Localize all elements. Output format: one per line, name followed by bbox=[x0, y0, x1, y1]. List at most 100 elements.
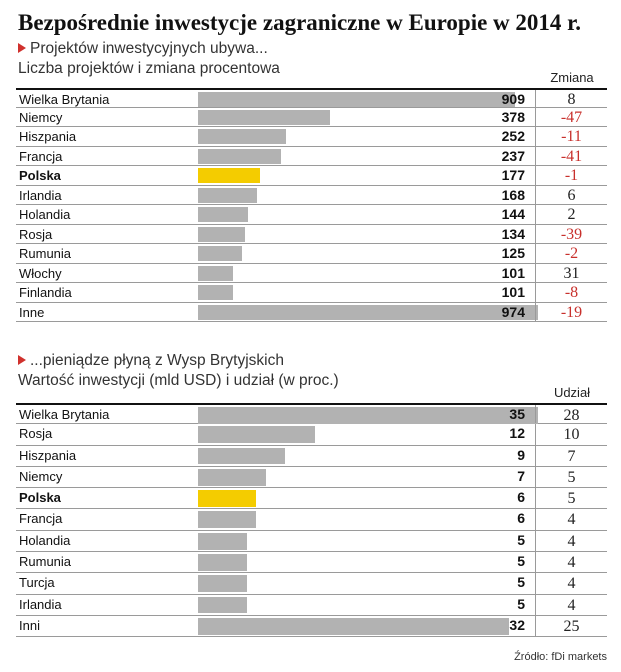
right-column-value: -1 bbox=[535, 166, 607, 185]
table-row: Rosja 134 -39 bbox=[16, 224, 607, 244]
table-row: Rumunia 5 4 bbox=[16, 552, 607, 574]
section-2-heading: ...pieniądze płyną z Wysp Brytyjskich bbox=[18, 352, 284, 370]
table-row: Inni 32 25 bbox=[16, 615, 607, 638]
right-column-value: 4 bbox=[535, 552, 607, 573]
investment-value-table: Wielka Brytania 35 28 Rosja 12 10 Hiszpania 9 7 N… bbox=[16, 403, 607, 638]
section-2-title: ...pieniądze płyną z Wysp Brytyjskich bbox=[30, 352, 284, 369]
table-row: Hiszpania 9 7 bbox=[16, 445, 607, 467]
country-label: Niemcy bbox=[19, 468, 63, 484]
value-label: 378 bbox=[501, 108, 525, 125]
value-label: 5 bbox=[517, 553, 525, 570]
right-column-value: -2 bbox=[535, 244, 607, 263]
value-label: 144 bbox=[501, 206, 525, 222]
bar bbox=[198, 109, 330, 125]
country-label: Finlandia bbox=[19, 285, 72, 300]
right-column-value: 4 bbox=[535, 509, 607, 530]
bar bbox=[198, 468, 266, 486]
country-label: Holandia bbox=[19, 207, 71, 222]
country-label: Rosja bbox=[19, 426, 53, 442]
value-label: 7 bbox=[517, 467, 525, 484]
table-row: Wielka Brytania 35 28 bbox=[16, 403, 607, 425]
section-1-subtitle: Liczba projektów i zmiana procentowa bbox=[18, 60, 280, 77]
value-label: 9 bbox=[517, 446, 525, 463]
table-row: Irlandia 5 4 bbox=[16, 594, 607, 616]
bar bbox=[198, 148, 281, 164]
right-column-value: 6 bbox=[535, 185, 607, 204]
right-column-value: 4 bbox=[535, 573, 607, 594]
table-row: Inne 974 -19 bbox=[16, 302, 607, 322]
section-1-title: Projektów inwestycyjnych ubywa... bbox=[30, 40, 268, 57]
table-row: Turcja 5 4 bbox=[16, 573, 607, 595]
country-label: Irlandia bbox=[19, 187, 62, 203]
bar bbox=[198, 596, 247, 614]
right-column-value: -41 bbox=[535, 146, 607, 165]
country-label: Turcja bbox=[19, 575, 55, 591]
source-note: Źródło: fDi markets bbox=[514, 651, 607, 663]
right-column-value: 7 bbox=[535, 445, 607, 466]
country-label: Francja bbox=[19, 511, 63, 527]
bar bbox=[198, 92, 516, 107]
bar bbox=[198, 407, 538, 424]
bar bbox=[198, 168, 260, 183]
country-label: Rumunia bbox=[19, 554, 72, 570]
value-label: 974 bbox=[501, 303, 525, 320]
bar bbox=[198, 554, 247, 571]
right-column-value: -47 bbox=[535, 107, 607, 126]
bar bbox=[198, 490, 257, 507]
value-label: 12 bbox=[509, 425, 525, 442]
country-label: Polska bbox=[19, 490, 61, 506]
table-row: Wielka Brytania 909 8 bbox=[16, 88, 607, 108]
country-label: Inne bbox=[19, 304, 45, 320]
value-label: 5 bbox=[517, 595, 525, 612]
bar bbox=[198, 265, 234, 281]
right-column-value: 10 bbox=[535, 424, 607, 445]
value-label: 6 bbox=[517, 510, 525, 527]
value-label: 125 bbox=[501, 245, 525, 261]
table-row: Włochy 101 31 bbox=[16, 263, 607, 283]
table-row: Irlandia 168 6 bbox=[16, 185, 607, 205]
table-row: Hiszpania 252 -11 bbox=[16, 127, 607, 147]
value-label: 101 bbox=[501, 264, 525, 281]
bar bbox=[198, 426, 315, 444]
table-row: Francja 6 4 bbox=[16, 509, 607, 531]
right-column-value: -39 bbox=[535, 224, 607, 243]
right-column-value: 8 bbox=[535, 90, 607, 108]
table-row: Polska 6 5 bbox=[16, 488, 607, 510]
value-label: 5 bbox=[517, 531, 525, 548]
bar bbox=[198, 511, 257, 529]
table-row: Niemcy 378 -47 bbox=[16, 107, 607, 127]
bar bbox=[198, 617, 509, 635]
right-column-value: 5 bbox=[535, 488, 607, 509]
country-label: Hiszpania bbox=[19, 129, 77, 144]
right-column-value: 5 bbox=[535, 466, 607, 488]
value-label: 101 bbox=[501, 284, 525, 300]
bar bbox=[198, 575, 247, 593]
value-label: 134 bbox=[501, 225, 525, 242]
right-column-value: -8 bbox=[535, 283, 607, 302]
country-label: Włochy bbox=[19, 265, 62, 281]
country-label: Rumunia bbox=[19, 246, 72, 261]
value-label: 252 bbox=[501, 128, 525, 144]
table-row: Niemcy 7 5 bbox=[16, 466, 607, 489]
country-label: Francja bbox=[19, 148, 63, 164]
table-row: Polska 177 -1 bbox=[16, 166, 607, 186]
red-triangle-icon bbox=[18, 355, 26, 365]
right-column-value: 4 bbox=[535, 594, 607, 615]
change-column-header: Zmiana bbox=[550, 70, 594, 85]
projects-table: Wielka Brytania 909 8 Niemcy 378 -47 Hiszpania… bbox=[16, 88, 607, 322]
country-label: Polska bbox=[19, 168, 61, 183]
section-2-subtitle: Wartość inwestycji (mld USD) i udział (w… bbox=[18, 372, 339, 389]
country-label: Rosja bbox=[19, 226, 53, 242]
value-label: 35 bbox=[509, 406, 525, 422]
table-row: Holandia 5 4 bbox=[16, 530, 607, 553]
table-row: Rosja 12 10 bbox=[16, 424, 607, 446]
value-label: 237 bbox=[501, 147, 525, 164]
section-1-heading: Projektów inwestycyjnych ubywa... bbox=[18, 40, 268, 58]
right-column-value: 2 bbox=[535, 205, 607, 224]
bar bbox=[198, 187, 257, 203]
right-column-value: 28 bbox=[535, 405, 607, 424]
bar bbox=[198, 447, 286, 465]
value-label: 909 bbox=[501, 91, 525, 107]
bar bbox=[198, 285, 234, 300]
table-row: Finlandia 101 -8 bbox=[16, 283, 607, 303]
